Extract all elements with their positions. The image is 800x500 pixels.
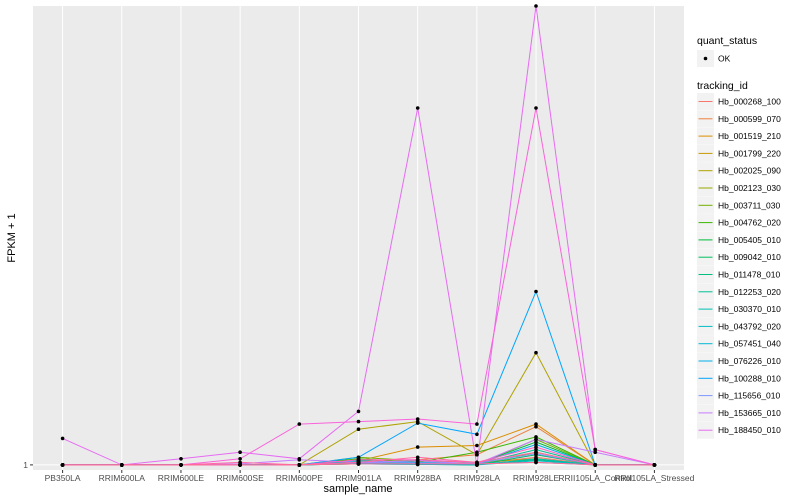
data-point (120, 463, 124, 467)
data-point (593, 463, 597, 467)
legend-label: Hb_001519_210 (718, 131, 781, 141)
data-point (593, 447, 597, 452)
legend-label: Hb_153665_010 (718, 408, 781, 418)
series-legend-title: tracking_id (697, 80, 748, 92)
legend-label: Hb_115656_010 (718, 391, 781, 401)
x-tick-label: RRIM600LA (99, 473, 146, 483)
data-point (534, 445, 538, 449)
data-point (238, 457, 242, 461)
legend: quant_status OK tracking_id Hb_000268_10… (697, 35, 781, 439)
data-point (238, 463, 242, 467)
legend-label: Hb_002123_030 (718, 183, 781, 193)
data-point (415, 455, 420, 460)
x-tick-label: RRIM600SE (217, 473, 265, 483)
legend-label: Hb_030370_010 (718, 304, 781, 314)
legend-label: Hb_002025_090 (718, 166, 781, 176)
data-point (534, 440, 538, 444)
data-point (534, 289, 538, 294)
x-tick-label: RRIM928BA (394, 473, 442, 483)
legend-label: Hb_076226_010 (718, 356, 781, 366)
data-point (179, 457, 183, 461)
data-point (179, 463, 183, 467)
data-point (534, 422, 538, 426)
data-point (534, 106, 538, 110)
legend-label: Hb_005405_010 (718, 235, 781, 245)
data-point (534, 4, 538, 8)
x-tick-label: RRIM600LE (158, 473, 205, 483)
data-point (415, 106, 420, 110)
legend-label: Hb_012253_020 (718, 287, 781, 297)
x-axis-title: sample_name (323, 483, 392, 495)
legend-label: Hb_003711_030 (718, 200, 781, 210)
data-point (534, 437, 538, 442)
x-tick-label: RRII105LA_Control (558, 473, 632, 483)
data-point (297, 422, 302, 426)
quant-legend-title: quant_status (697, 35, 757, 47)
series-legend-items: Hb_000268_100 Hb_000599_070 Hb_001519_210 H… (697, 93, 781, 439)
data-point (356, 458, 361, 462)
x-tick-label: RRIM901LA (335, 473, 382, 483)
quant-legend-point (703, 56, 708, 61)
data-point (534, 442, 538, 447)
data-point (475, 462, 479, 466)
data-point (297, 457, 302, 461)
y-axis-title: FPKM + 1 (6, 213, 18, 262)
x-tick-label: RRIM928LA (454, 473, 501, 483)
y-axis: 1 (23, 460, 33, 470)
legend-label: Hb_001799_220 (718, 148, 781, 158)
data-point (415, 421, 420, 425)
legend-label: Hb_057451_040 (718, 339, 781, 349)
data-point (534, 447, 538, 452)
quant-legend-label: OK (718, 54, 731, 64)
data-point (415, 417, 420, 421)
legend-label: Hb_004762_020 (718, 218, 781, 228)
legend-label: Hb_011478_010 (718, 270, 781, 280)
data-point (534, 450, 538, 455)
data-point (356, 462, 361, 466)
data-point (238, 460, 242, 465)
data-point (60, 436, 65, 441)
data-point (652, 463, 657, 467)
x-axis: PB350LA RRIM600LA RRIM600LE RRIM600SE RRIM60… (45, 470, 695, 483)
data-point (297, 463, 302, 467)
legend-label: Hb_000599_070 (718, 114, 781, 124)
data-point (60, 463, 65, 467)
x-tick-label: RRIM928LE (513, 473, 560, 483)
data-point (475, 452, 479, 457)
data-point (415, 445, 420, 449)
x-tick-label: PB350LA (45, 473, 81, 483)
data-point (475, 450, 479, 455)
data-point (475, 443, 479, 448)
data-point (356, 427, 361, 432)
data-point (534, 424, 538, 429)
legend-label: Hb_188450_010 (718, 425, 781, 435)
data-point (593, 450, 597, 455)
y-tick-label: 1 (23, 460, 28, 470)
data-point (415, 458, 420, 462)
data-point (534, 460, 538, 465)
legend-label: Hb_043792_020 (718, 321, 781, 331)
data-point (415, 462, 420, 466)
data-point (534, 350, 538, 355)
data-point (356, 409, 361, 414)
grid-major (33, 6, 684, 470)
x-tick-label: RRIM600PE (276, 473, 324, 483)
data-point (238, 450, 242, 455)
data-point (356, 455, 361, 460)
x-tick-label: RRII105LA_Stressed (614, 473, 694, 483)
data-point (356, 419, 361, 424)
data-point (534, 435, 538, 439)
series-points (60, 4, 657, 467)
legend-label: Hb_000268_100 (718, 97, 781, 107)
legend-label: Hb_009042_010 (718, 252, 781, 262)
data-point (475, 422, 479, 426)
data-point (475, 432, 479, 437)
legend-label: Hb_100288_010 (718, 373, 781, 383)
